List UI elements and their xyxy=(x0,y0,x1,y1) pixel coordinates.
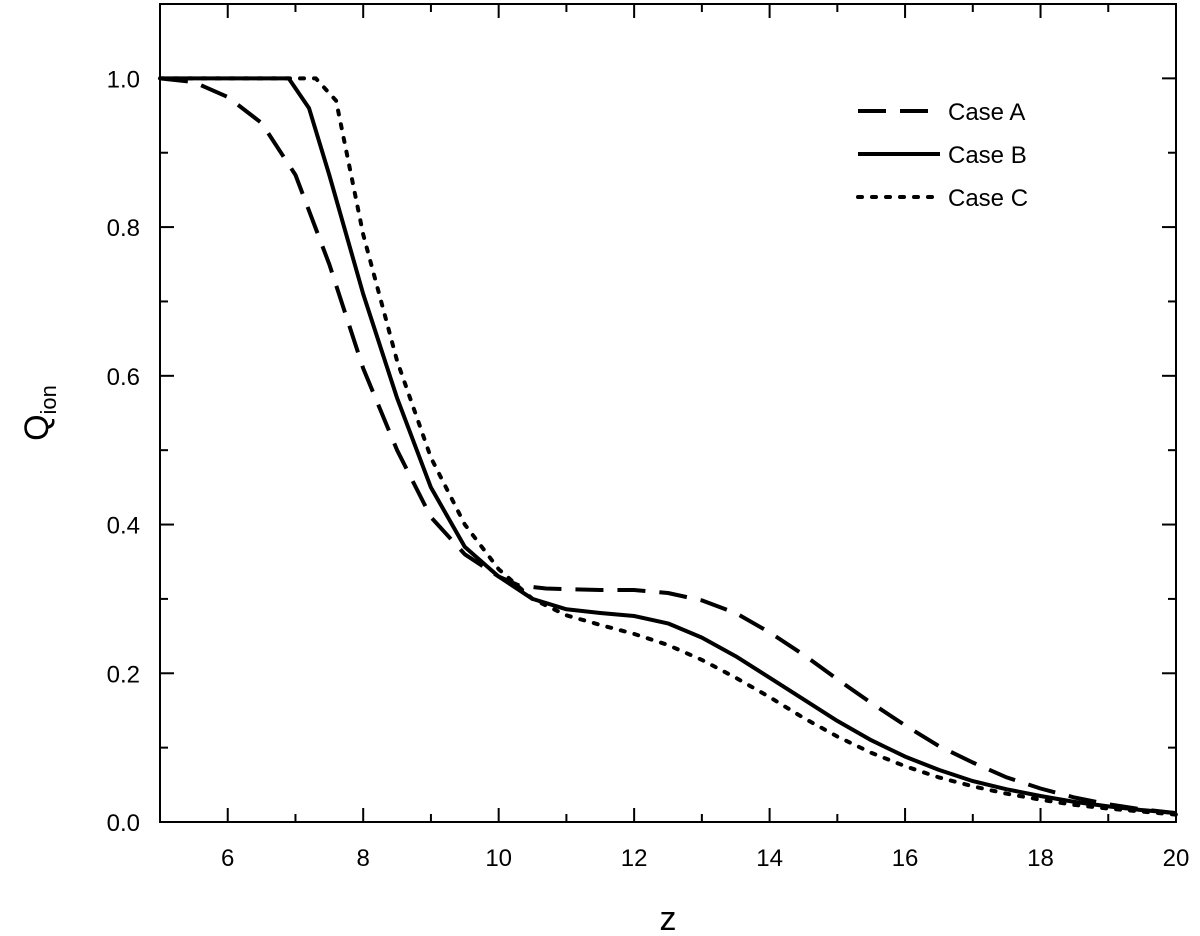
y-tick-label: 0.2 xyxy=(107,661,140,688)
y-tick-label: 0.4 xyxy=(107,513,140,540)
series-case-c-line xyxy=(158,76,1178,817)
x-tick-label: 16 xyxy=(892,845,919,872)
series-case-b-line xyxy=(160,76,1177,816)
x-tick-label: 10 xyxy=(485,845,512,872)
series-layer xyxy=(158,76,1178,817)
x-tick-label: 12 xyxy=(621,845,648,872)
legend-label-case-b: Case B xyxy=(948,142,1027,169)
y-tick-label: 0.0 xyxy=(107,810,140,837)
tick-labels: 6 8 10 12 14 16 18 20 0.0 0.2 0.4 0.6 0.8 1.0 xyxy=(107,66,1190,872)
y-axis-title-subscript: ion xyxy=(36,385,61,414)
x-axis-title: z xyxy=(660,900,677,936)
series-case-a-line xyxy=(159,76,1177,816)
x-tick-label: 14 xyxy=(756,845,783,872)
legend-label-case-a: Case A xyxy=(948,99,1025,126)
y-tick-label: 1.0 xyxy=(107,66,140,93)
plot-frame xyxy=(159,3,1177,823)
x-tick-label: 20 xyxy=(1163,845,1190,872)
ticks xyxy=(159,3,1177,823)
x-tick-label: 8 xyxy=(357,845,370,872)
y-tick-label: 0.8 xyxy=(107,215,140,242)
x-tick-label: 18 xyxy=(1027,845,1054,872)
legend-label-case-c: Case C xyxy=(948,185,1028,212)
legend: Case A Case B Case C xyxy=(856,99,1028,212)
y-tick-label: 0.6 xyxy=(107,364,140,391)
y-axis-title: Qion xyxy=(18,385,61,441)
y-axis-title-main: Q xyxy=(18,414,56,440)
x-tick-label: 6 xyxy=(221,845,234,872)
